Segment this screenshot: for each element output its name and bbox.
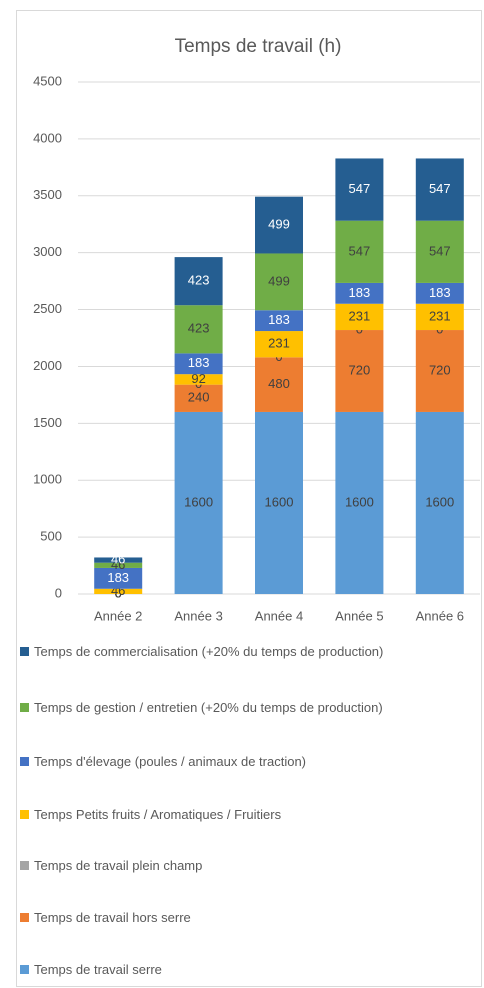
data-label: 720	[429, 362, 451, 377]
y-tick-label: 3500	[33, 187, 62, 202]
legend-swatch	[20, 810, 29, 819]
legend-entry: Temps de travail plein champ	[20, 856, 460, 875]
y-tick-label: 1000	[33, 472, 62, 487]
data-label: 183	[268, 312, 290, 327]
legend-entry: Temps de travail serre	[20, 960, 460, 979]
bar-segment	[415, 158, 464, 221]
bar-segment	[415, 303, 464, 331]
chart: Temps de travail (h) 0 500 1000 1500 2000 250…	[33, 36, 480, 623]
data-label: 46	[111, 552, 125, 567]
legend-swatch	[20, 861, 29, 870]
legend-swatch	[20, 647, 29, 656]
data-label: 183	[107, 570, 129, 585]
data-label: 1600	[265, 494, 294, 509]
bar-segment	[174, 353, 223, 375]
data-label: 240	[188, 390, 210, 405]
legend-entry: Temps de gestion / entretien (+20% du te…	[20, 698, 460, 717]
bar-segment	[255, 310, 303, 332]
legend-swatch	[20, 913, 29, 922]
data-label: 231	[429, 308, 451, 323]
data-label: 183	[429, 285, 451, 300]
bar-segment	[335, 330, 384, 412]
legend-label: Temps de gestion / entretien (+20% du te…	[34, 700, 383, 715]
data-label: 547	[429, 181, 451, 196]
y-tick-label: 4000	[33, 130, 62, 145]
bar-segment	[174, 305, 223, 354]
data-label: 547	[429, 243, 451, 258]
y-tick-label: 2000	[33, 358, 62, 373]
x-tick-label: Année 5	[335, 608, 383, 623]
bar-segment	[94, 567, 143, 589]
bar-segment	[174, 384, 223, 412]
data-label: 231	[268, 336, 290, 351]
bar-segment	[174, 257, 223, 306]
data-label: 183	[349, 285, 371, 300]
bar-segment	[415, 330, 464, 412]
y-tick-label: 1500	[33, 415, 62, 430]
bar-segment	[415, 220, 464, 283]
bar-segment	[255, 357, 303, 412]
bar-segment	[174, 374, 223, 385]
chart-title: Temps de travail (h)	[175, 36, 342, 57]
y-tick-label: 0	[55, 585, 62, 600]
bar-segment	[415, 411, 464, 594]
bar-segment	[94, 562, 143, 568]
legend-label: Temps Petits fruits / Aromatiques / Frui…	[34, 807, 282, 822]
data-label: 423	[188, 273, 210, 288]
legend-label: Temps d'élevage (poules / animaux de tra…	[34, 754, 307, 769]
bar-segment	[415, 282, 464, 304]
bar-segment	[335, 282, 384, 304]
y-tick-label: 4500	[33, 73, 62, 88]
data-label: 1600	[425, 494, 454, 509]
chart-frame	[16, 10, 482, 987]
legend-entry: Temps de commercialisation (+20% du temp…	[20, 642, 460, 661]
bar-segment	[255, 411, 303, 594]
bar-segment	[335, 158, 384, 221]
y-tick-label: 3000	[33, 244, 62, 259]
x-tick-label: Année 4	[255, 608, 303, 623]
data-label: 1600	[184, 494, 213, 509]
bar-segment	[174, 411, 223, 594]
bar-segment	[94, 588, 143, 594]
data-label: 231	[349, 308, 371, 323]
x-tick-label: Année 3	[174, 608, 222, 623]
legend-entry: Temps de travail hors serre	[20, 908, 460, 927]
bar-segment	[94, 557, 143, 563]
legend-swatch	[20, 965, 29, 974]
data-label: 183	[188, 355, 210, 370]
bar-segment	[335, 411, 384, 594]
legend-label: Temps de travail hors serre	[34, 910, 191, 925]
data-label: 92	[191, 371, 205, 386]
legend-entry: Temps Petits fruits / Aromatiques / Frui…	[20, 805, 460, 824]
bar-segment	[335, 303, 384, 331]
x-tick-label: Année 6	[416, 608, 464, 623]
bar-segment	[255, 253, 303, 311]
legend-label: Temps de travail serre	[34, 962, 162, 977]
bar-segment	[255, 331, 303, 358]
data-label: 480	[268, 376, 290, 391]
data-label: 1600	[345, 494, 374, 509]
y-tick-label: 500	[40, 529, 62, 544]
bar-segment	[255, 196, 303, 254]
x-tick-label: Année 2	[94, 608, 142, 623]
legend-swatch	[20, 757, 29, 766]
legend-label: Temps de travail plein champ	[34, 858, 203, 873]
data-label: 547	[349, 181, 371, 196]
data-label: 720	[349, 362, 371, 377]
legend-label: Temps de commercialisation (+20% du temp…	[34, 644, 384, 659]
data-label: 499	[268, 273, 290, 288]
data-label: 499	[268, 217, 290, 232]
legend-entry: Temps d'élevage (poules / animaux de tra…	[20, 752, 460, 771]
y-tick-label: 2500	[33, 301, 62, 316]
bar-segment	[335, 220, 384, 283]
legend-swatch	[20, 703, 29, 712]
data-label: 547	[349, 243, 371, 258]
data-label: 423	[188, 321, 210, 336]
